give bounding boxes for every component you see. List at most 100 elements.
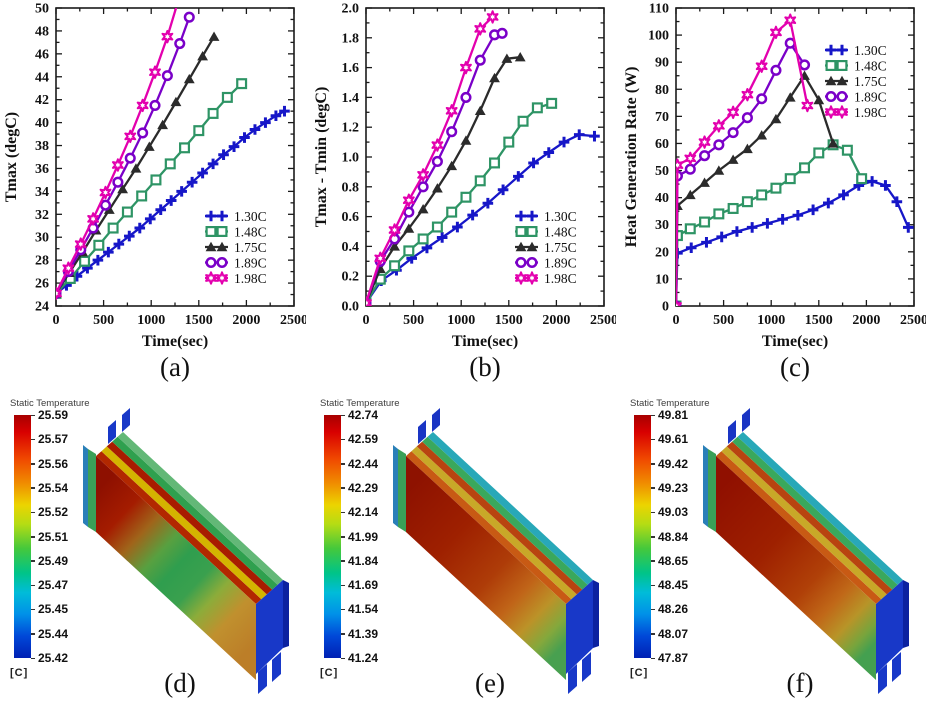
- x-tick-label: 0: [53, 313, 60, 328]
- y-tick-label: 1.0: [342, 151, 360, 166]
- plot-area: [366, 10, 600, 306]
- pack-left-plate: [88, 449, 96, 532]
- colorbar-tick-label: 25.42: [38, 651, 69, 665]
- legend-label: 1.98C: [854, 105, 887, 120]
- battery-pack-contour: [393, 408, 599, 694]
- y-tick-label: 80: [655, 83, 669, 98]
- pack-end-shadow: [903, 580, 909, 648]
- colorbar-tick: [31, 608, 35, 611]
- colorbar-tick: [31, 487, 35, 489]
- pack-terminal-tab: [108, 420, 116, 444]
- colorbar-tick: [651, 511, 655, 514]
- y-tick-label: 34: [35, 185, 49, 200]
- pack-terminal-tab: [122, 408, 130, 432]
- x-tick-label: 1500: [805, 313, 833, 328]
- series-1.98C: [56, 8, 178, 301]
- colorbar-tick: [341, 608, 345, 611]
- y-tick-label: 42: [35, 93, 49, 108]
- colorbar-tick: [341, 560, 345, 562]
- y-tick-label: 1.6: [342, 61, 360, 76]
- colorbar-scale: 25.59 25.57 25.56 25.54 25.52 25.51 25.49 25.47…: [10, 408, 82, 665]
- colorbar-tick-label: 41.24: [348, 651, 379, 665]
- colorbar-e: Static Temperature 42.74 42.59 42.44 42.29 4…: [320, 398, 400, 679]
- legend-label: 1.89C: [544, 255, 577, 270]
- y-tick-label: 2.0: [342, 2, 360, 17]
- y-tick-label: 32: [35, 208, 49, 223]
- pack-left-plate-2: [703, 445, 708, 527]
- colorbar-tick-label: 49.61: [658, 432, 689, 447]
- colorbar-tick: [31, 584, 35, 587]
- y-axis-title: Tmax (degC): [3, 112, 20, 202]
- battery-pack-contour: [83, 408, 289, 694]
- pack-top-strip: [416, 441, 583, 595]
- colorbar-tick: [651, 438, 655, 441]
- y-tick-label: 0.4: [342, 240, 360, 255]
- colorbar-tick: [31, 414, 35, 416]
- series-1.89C: [366, 27, 508, 306]
- colorbar-gradient: [14, 415, 31, 658]
- colorbar-scale: 49.81 49.61 49.42 49.23 49.03 48.84 48.65 48.45…: [630, 408, 702, 665]
- legend-label: 1.98C: [544, 271, 577, 286]
- y-tick-label: 1.8: [342, 31, 360, 46]
- pack-left-plate-2: [83, 445, 88, 527]
- colorbar-tick-label: 47.87: [658, 651, 689, 665]
- y-tick-label: 50: [35, 2, 49, 17]
- colorbar-tick: [651, 608, 655, 611]
- y-tick-label: 38: [35, 139, 49, 154]
- colorbar-tick-label: 49.03: [658, 505, 689, 520]
- series-1.30C: [676, 176, 914, 306]
- colorbar-tick: [651, 536, 655, 538]
- legend-label: 1.89C: [854, 89, 887, 104]
- y-tick-label: 0.0: [342, 300, 360, 315]
- series-1.89C: [676, 37, 811, 306]
- panel-b: 0 500 1000 1500 2000 2500 0.0 0.2 0.4 0.6 0.8 1.0 1.…: [310, 0, 618, 390]
- series-1.75C: [676, 70, 839, 306]
- pack-left-plate: [708, 449, 716, 532]
- pack-top-strip: [101, 446, 267, 600]
- y-tick-label: 10: [655, 272, 669, 287]
- pack-top-strip: [406, 451, 572, 604]
- y-tick-label: 24: [35, 300, 49, 315]
- y-axis-title: Tmax - Tmin (degC): [313, 87, 330, 228]
- y-tick-label: 26: [35, 277, 49, 292]
- y-tick-label: 0.2: [342, 270, 360, 285]
- pack-top-strip: [411, 446, 577, 600]
- colorbar-tick-label: 48.26: [658, 602, 689, 617]
- panel-a: 0 500 1000 1500 2000 2500 24 26 28 30 32 34 36 38 40 42…: [0, 0, 308, 390]
- pack-terminal-tab: [432, 408, 440, 432]
- y-tick-label: 1.4: [342, 91, 360, 106]
- legend-label: 1.48C: [854, 58, 887, 73]
- colorbar-gradient: [324, 415, 341, 658]
- x-tick-label: 1000: [137, 313, 165, 328]
- y-tick-label: 50: [655, 164, 669, 179]
- pack-terminal-tab: [742, 408, 750, 432]
- x-tick-label: 2000: [542, 313, 570, 328]
- colorbar-tick-label: 42.59: [348, 432, 379, 447]
- pack-end-block: [566, 580, 593, 674]
- y-axis-title: Heat Generation Rate (W): [623, 67, 640, 248]
- pack-left-plate: [398, 449, 406, 532]
- colorbar-tick-label: 48.45: [658, 578, 689, 593]
- x-tick-label: 1000: [447, 313, 475, 328]
- series-1.98C: [676, 13, 814, 306]
- pack-terminal-tab: [418, 420, 426, 444]
- colorbar-unit: [C]: [10, 667, 29, 679]
- y-tick-label: 1.2: [342, 121, 360, 136]
- legend-label: 1.75C: [544, 240, 577, 255]
- legend-label: 1.89C: [234, 255, 267, 270]
- x-tick-label: 500: [403, 313, 424, 328]
- legend-label: 1.48C: [234, 224, 267, 239]
- caption-a: (a): [160, 352, 190, 382]
- colorbar-d: Static Temperature 25.59 25.57 25.56 25.54 2…: [10, 398, 90, 679]
- colorbar-tick: [341, 511, 345, 514]
- y-tick-label: 20: [655, 245, 669, 260]
- pack-front-face: [96, 456, 256, 680]
- caption-b: (b): [469, 352, 501, 382]
- colorbar-tick-label: 49.42: [658, 456, 689, 471]
- colorbar-tick-label: 42.29: [348, 480, 379, 495]
- colorbar-tick-label: 25.57: [38, 432, 69, 447]
- colorbar-tick: [31, 511, 35, 514]
- panel-e: Static Temperature 42.74 42.59 42.44 42.29 4…: [310, 390, 620, 712]
- colorbar-tick: [341, 463, 345, 465]
- pack-end-block: [876, 580, 903, 674]
